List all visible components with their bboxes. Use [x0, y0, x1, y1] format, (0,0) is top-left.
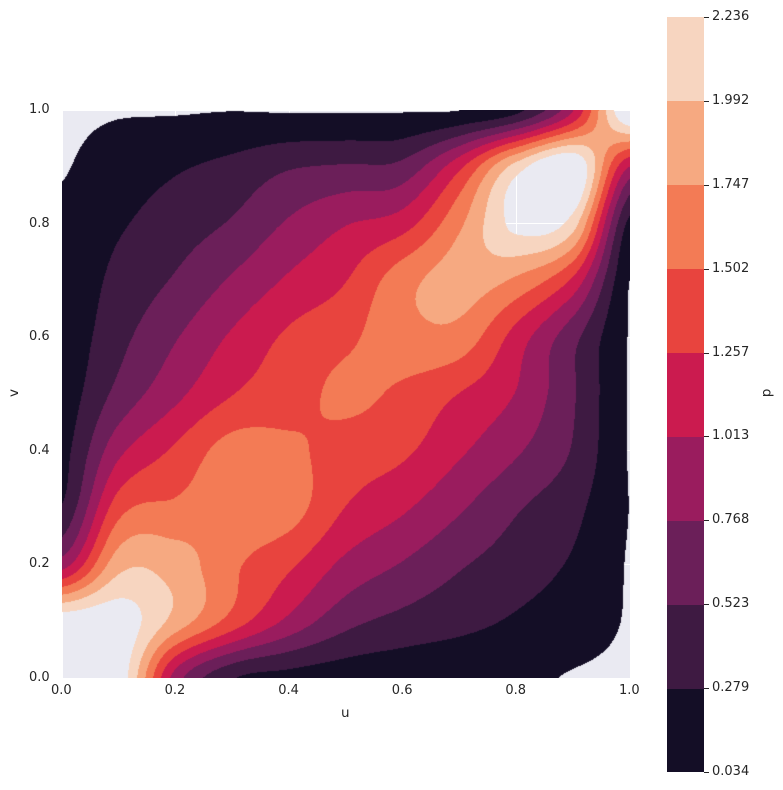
colorbar-tick-label: 0.768 [712, 512, 750, 528]
colorbar-band [667, 436, 704, 521]
colorbar-band [667, 100, 704, 186]
x-tick-label: 1.0 [619, 683, 640, 698]
x-tick-label: 0.6 [391, 683, 413, 698]
x-tick-label: 0.2 [164, 683, 186, 698]
colorbar-tick-label: 0.279 [712, 680, 750, 696]
colorbar-band [667, 520, 704, 605]
colorbar [667, 17, 704, 773]
x-axis-label: u [341, 705, 350, 721]
colorbar-label: p [758, 388, 775, 398]
y-tick-label: 0.6 [29, 329, 50, 345]
colorbar-tick-label: 1.013 [712, 428, 750, 444]
x-tick-label: 0.4 [278, 683, 299, 698]
colorbar-tick-label: 0.523 [712, 596, 750, 612]
colorbar-tick [704, 436, 709, 438]
y-tick-label: 0.8 [29, 215, 50, 231]
y-tick-label: 1.0 [29, 102, 50, 117]
colorbar-tick-label: 0.034 [712, 764, 750, 779]
x-tick-label: 0.0 [51, 683, 72, 698]
y-gridline [62, 677, 630, 679]
colorbar-band [667, 268, 704, 354]
y-axis-label: v [6, 389, 22, 397]
colorbar-tick [704, 100, 709, 102]
colorbar-tick-label: 1.992 [712, 92, 750, 108]
y-tick-label: 0.2 [29, 556, 50, 572]
x-gridline [629, 110, 631, 678]
colorbar-band [667, 604, 704, 689]
contour-fill [62, 110, 630, 678]
x-tick-label: 0.8 [505, 683, 527, 698]
colorbar-tick [704, 17, 709, 18]
colorbar-tick [704, 184, 709, 186]
colorbar-tick-label: 1.257 [712, 344, 750, 360]
colorbar-tick-label: 2.236 [712, 9, 750, 24]
colorbar-band [667, 17, 704, 102]
colorbar-tick-label: 1.747 [712, 176, 750, 192]
colorbar-band [667, 352, 704, 437]
colorbar-tick [704, 688, 709, 690]
y-tick-label: 0.0 [29, 670, 50, 685]
colorbar-tick-label: 1.502 [712, 260, 750, 276]
colorbar-tick [704, 520, 709, 522]
colorbar-band [667, 184, 704, 270]
colorbar-tick [704, 352, 709, 354]
y-tick-label: 0.4 [29, 442, 50, 458]
colorbar-band [667, 688, 704, 773]
colorbar-tick [704, 268, 709, 270]
colorbar-tick [704, 604, 709, 606]
colorbar-tick [704, 772, 709, 773]
